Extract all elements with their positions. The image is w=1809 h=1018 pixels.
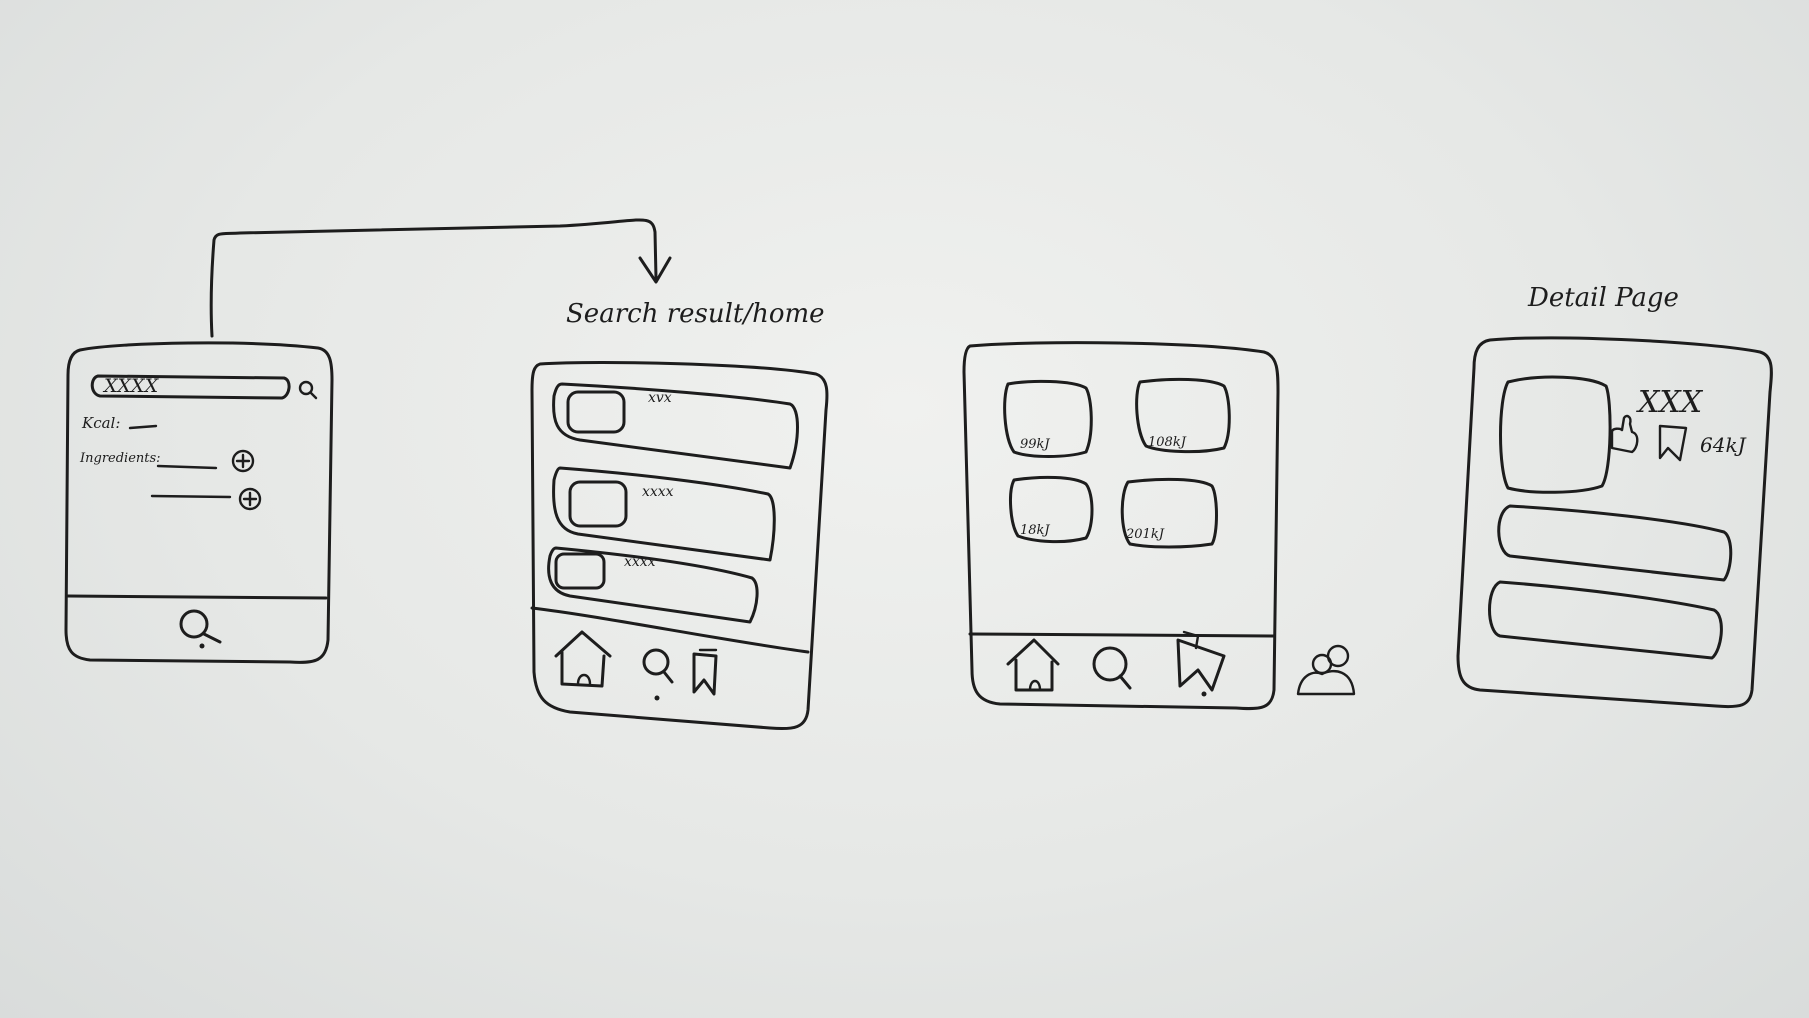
detail-energy: 64kJ [1700,433,1747,457]
nav-bookmark-icon[interactable] [1176,630,1226,697]
result-card[interactable]: xxxx [547,546,759,624]
food-tile[interactable]: 99kJ [1003,379,1093,458]
detail-title: XXX [1636,385,1704,420]
search-input-text: XXXX [102,375,160,397]
food-tile[interactable]: 18kJ [1009,475,1094,544]
title-detail-page: Detail Page [1527,283,1679,313]
food-image [1499,375,1612,494]
info-card [1488,580,1723,660]
food-tile[interactable]: 201kJ [1120,477,1218,549]
screen-search: XXXX Kcal: Ingredients: [64,341,334,664]
add-ingredient-icon[interactable] [231,449,255,473]
result-card[interactable]: xxxx [552,466,776,562]
nav-search-icon[interactable] [1092,646,1132,690]
ingredient-field[interactable] [150,494,232,499]
flow-arrow [209,218,672,338]
result-title: xvx [648,390,672,406]
result-card[interactable]: xvx [552,382,799,470]
phone-frame [530,360,829,731]
tile-label: 201kJ [1125,527,1165,542]
add-ingredient-icon[interactable] [238,487,262,511]
phone-frame [962,341,1280,711]
nav-bookmark-icon[interactable] [692,648,718,696]
search-icon[interactable] [298,380,318,400]
tile-label: 99kJ [1020,437,1050,452]
search-input[interactable] [90,374,291,400]
title-search-results-home: Search result/home [566,299,825,329]
screen-results: Search result/home xvx xxxx xxxx [530,299,829,731]
phone-frame [64,341,334,664]
kcal-field[interactable] [128,424,158,430]
phone-frame [1456,336,1773,709]
bookmark-icon[interactable] [1658,424,1688,462]
tile-label: 18kJ [1020,523,1050,538]
nav-home-icon[interactable] [554,630,612,688]
tile-label: 108kJ [1148,435,1187,450]
food-tile[interactable]: 108kJ [1135,377,1231,454]
screen-grid: 99kJ 108kJ 18kJ 201kJ [962,341,1356,711]
nav-search-icon[interactable] [642,648,674,701]
ingredient-field[interactable] [156,464,218,470]
result-title: xxxx [642,484,674,500]
result-title: xxxx [624,554,656,570]
nav-home-icon[interactable] [1006,638,1060,692]
kcal-label: Kcal: [81,414,120,432]
nav-search-icon[interactable] [179,609,222,649]
like-icon[interactable] [1610,414,1639,454]
screen-detail: Detail Page XXX 64kJ [1456,283,1773,709]
profile-icon[interactable] [1296,644,1356,696]
ingredients-label: Ingredients: [79,451,161,466]
info-card [1497,504,1733,582]
